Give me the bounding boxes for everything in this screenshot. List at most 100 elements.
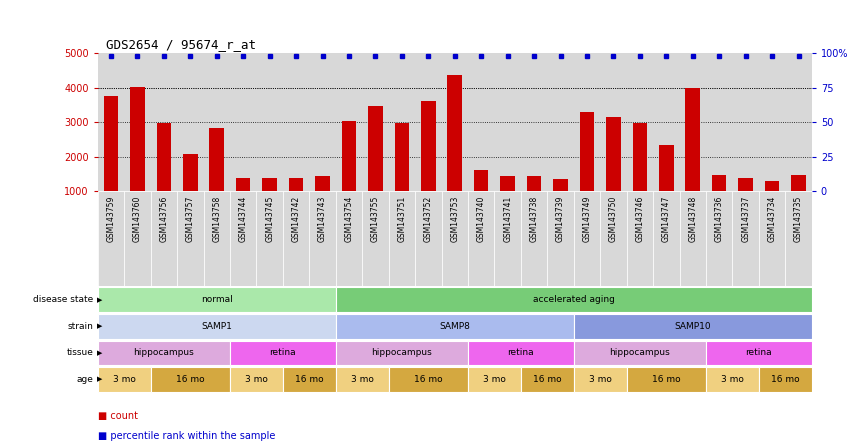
Bar [653,191,679,286]
Text: 3 mo: 3 mo [721,375,744,384]
Bar [785,53,812,191]
Text: 3 mo: 3 mo [589,375,612,384]
Text: GSM143737: GSM143737 [741,196,751,242]
Text: GSM143741: GSM143741 [503,196,513,242]
Text: GSM143743: GSM143743 [318,196,327,242]
Bar [394,123,409,191]
Text: GDS2654 / 95674_r_at: GDS2654 / 95674_r_at [106,38,256,51]
Bar [309,191,336,286]
Text: GSM143734: GSM143734 [768,196,777,242]
Bar [257,191,283,286]
Bar [574,314,812,339]
Bar [706,191,733,286]
Text: GSM143759: GSM143759 [106,196,116,242]
Text: GSM143748: GSM143748 [688,196,697,242]
Bar [600,191,626,286]
Bar [362,191,388,286]
Bar [574,53,600,191]
Text: 3 mo: 3 mo [113,375,136,384]
Text: ■ percentile rank within the sample: ■ percentile rank within the sample [98,431,275,441]
Bar [336,191,362,286]
Bar [441,191,468,286]
Text: GSM143742: GSM143742 [292,196,301,242]
Bar [606,117,620,191]
Bar [447,75,462,191]
Text: ▶: ▶ [97,323,102,329]
Bar [283,367,336,392]
Bar [421,102,435,191]
Bar [501,176,515,191]
Bar [679,191,706,286]
Bar [600,53,626,191]
Bar [230,367,283,392]
Bar [706,53,733,191]
Text: GSM143754: GSM143754 [344,196,354,242]
Bar [257,53,283,191]
Text: hippocampus: hippocampus [371,349,433,357]
Text: disease state: disease state [33,295,94,304]
Bar [230,341,336,365]
Bar [388,367,468,392]
Bar [468,341,574,365]
Text: 16 mo: 16 mo [533,375,562,384]
Text: 16 mo: 16 mo [176,375,205,384]
Text: GSM143740: GSM143740 [477,196,485,242]
Text: GSM143749: GSM143749 [582,196,592,242]
Bar [230,191,257,286]
Bar [98,191,124,286]
Bar [98,53,124,191]
Text: retina: retina [745,349,772,357]
Bar [283,53,309,191]
Bar [177,53,203,191]
Text: GSM143760: GSM143760 [133,196,142,242]
Text: 16 mo: 16 mo [771,375,800,384]
Bar [626,53,653,191]
Text: GSM143735: GSM143735 [794,196,803,242]
Bar [574,341,706,365]
Bar [150,367,230,392]
Bar [98,341,230,365]
Bar [315,176,330,191]
Bar [203,191,230,286]
Text: 3 mo: 3 mo [245,375,268,384]
Bar [791,175,806,191]
Bar [368,106,382,191]
Bar [209,127,224,191]
Text: 16 mo: 16 mo [295,375,324,384]
Bar [156,123,171,191]
Text: 16 mo: 16 mo [414,375,443,384]
Text: GSM143746: GSM143746 [635,196,644,242]
Bar [150,53,177,191]
Bar [124,191,150,286]
Bar [626,191,653,286]
Text: retina: retina [269,349,296,357]
Bar [474,170,489,191]
Text: GSM143757: GSM143757 [186,196,195,242]
Bar [495,53,521,191]
Bar [230,53,257,191]
Bar [150,191,177,286]
Bar [236,178,251,191]
Text: GSM143744: GSM143744 [239,196,247,242]
Bar [527,176,541,191]
Bar [653,53,679,191]
Text: 3 mo: 3 mo [483,375,506,384]
Bar [468,191,495,286]
Bar [336,367,388,392]
Bar [289,178,303,191]
Bar [336,341,468,365]
Text: GSM143758: GSM143758 [212,196,221,242]
Bar [336,314,574,339]
Bar [441,53,468,191]
Bar [712,175,727,191]
Bar [177,191,203,286]
Bar [263,178,277,191]
Bar [415,191,441,286]
Bar [733,191,759,286]
Bar [388,191,415,286]
Text: normal: normal [201,295,233,304]
Text: ▶: ▶ [97,377,102,383]
Bar [733,53,759,191]
Bar [685,88,700,191]
Bar [759,191,785,286]
